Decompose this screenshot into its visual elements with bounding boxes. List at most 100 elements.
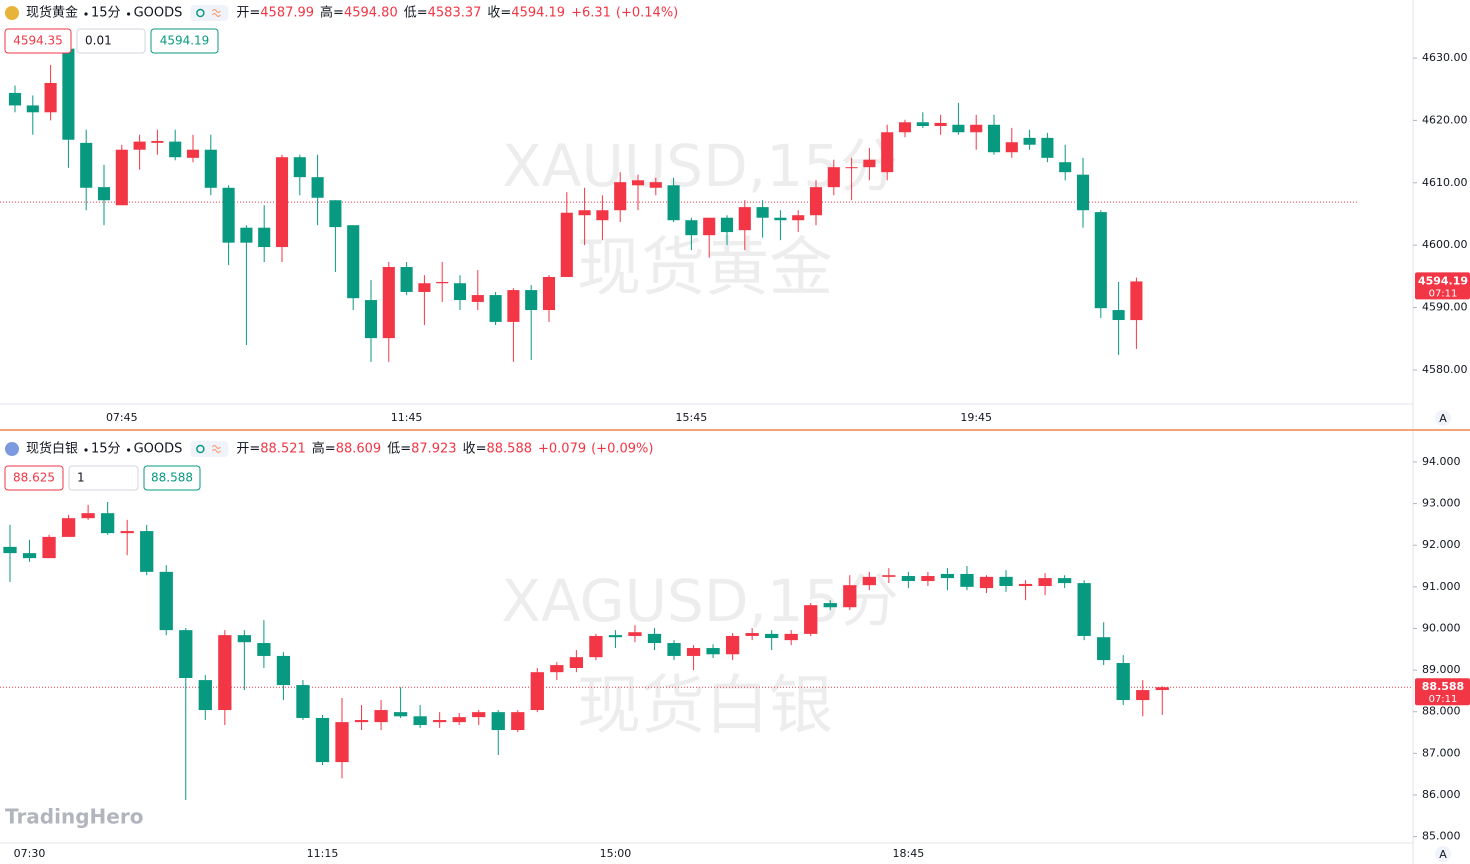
candle-body — [901, 576, 916, 582]
candle-body — [843, 585, 857, 608]
candle-body — [1005, 142, 1018, 153]
candle-body — [1059, 162, 1072, 173]
visibility-toggle[interactable] — [190, 5, 229, 21]
candle-body — [179, 630, 193, 679]
candle-body — [329, 200, 342, 228]
candle-body — [649, 182, 662, 188]
ohlc-value: 88.521 — [260, 442, 306, 457]
candle-body — [62, 48, 75, 140]
candle-body — [453, 283, 467, 301]
candle-body — [120, 531, 134, 534]
x-tick-label: 19:45 — [960, 411, 992, 424]
candle-body — [433, 720, 447, 723]
order-box[interactable] — [143, 465, 201, 491]
candle-body — [347, 225, 360, 299]
candle-body — [530, 672, 544, 711]
price-tag — [1415, 272, 1470, 300]
candle-body — [374, 710, 388, 723]
auto-scale-label: A — [1439, 412, 1447, 425]
candle-body — [26, 105, 39, 113]
candle-body — [823, 603, 837, 608]
order-box-value: 1 — [77, 471, 85, 485]
price-tag-value: 88.588 — [1422, 680, 1464, 693]
auto-scale-button[interactable] — [1435, 846, 1451, 862]
candle-body — [1023, 137, 1036, 145]
order-box[interactable] — [150, 28, 219, 54]
y-tick-label: 4580.00 — [1422, 363, 1468, 376]
candle-body — [315, 717, 330, 763]
ohlc-value: 4594.80 — [344, 6, 398, 21]
y-tick-label: 94.000 — [1422, 455, 1461, 468]
candle-body — [745, 633, 759, 636]
candle-body — [979, 576, 994, 589]
y-tick-label: 86.000 — [1422, 788, 1461, 801]
y-tick-label: 93.000 — [1422, 497, 1461, 510]
candle-body — [335, 722, 349, 763]
auto-scale-button[interactable] — [1435, 410, 1451, 426]
order-box-value: 88.625 — [13, 471, 55, 485]
candle-body — [765, 633, 779, 639]
order-box[interactable] — [4, 28, 72, 54]
order-box[interactable] — [76, 28, 146, 54]
candle-body — [952, 124, 965, 133]
candle-body — [42, 536, 56, 559]
y-tick-label: 4610.00 — [1422, 176, 1468, 189]
wave-icon — [211, 8, 221, 18]
logo: TradingHero — [5, 805, 143, 829]
candle-body — [970, 124, 983, 133]
price-tag-countdown: 07:11 — [1429, 288, 1458, 299]
change: +6.31 — [571, 6, 611, 21]
price-tag — [1415, 678, 1470, 706]
order-box-value: 0.01 — [85, 34, 112, 48]
candle-body — [218, 635, 232, 711]
interval: 15分 — [91, 442, 121, 457]
candle-body — [1094, 212, 1107, 309]
candle-body — [115, 149, 128, 206]
candle-body — [258, 227, 271, 248]
y-tick-label: 4620.00 — [1422, 113, 1468, 126]
candle-body — [916, 122, 929, 127]
order-box[interactable] — [4, 465, 64, 491]
candle-body — [311, 177, 324, 198]
change-percent: (+0.14%) — [616, 6, 678, 21]
candle-body — [560, 212, 573, 277]
candle-body — [436, 281, 449, 284]
candle-body — [222, 187, 235, 243]
ohlc-label: 开= — [236, 442, 260, 457]
eye-icon — [196, 8, 205, 18]
auto-scale-label: A — [1439, 848, 1447, 861]
y-tick-label: 87.000 — [1422, 746, 1461, 759]
candle-body — [542, 276, 556, 311]
candle-body — [1041, 137, 1054, 158]
candle-body — [471, 295, 484, 302]
x-tick-label: 15:00 — [600, 847, 632, 860]
candle-body — [418, 283, 431, 292]
candle-body — [804, 605, 818, 634]
candle-body — [1130, 281, 1143, 321]
candle-body — [940, 573, 955, 579]
candle-body — [809, 187, 823, 216]
candle-body — [489, 295, 502, 322]
candle-body — [101, 513, 115, 534]
candle-body — [393, 712, 408, 717]
candle-body — [792, 215, 805, 221]
candle-body — [204, 149, 217, 188]
candle-body — [667, 643, 681, 656]
candle-body — [685, 220, 698, 236]
candle-body — [364, 300, 378, 339]
candle-body — [550, 665, 564, 673]
candle-body — [491, 712, 505, 731]
watermark: 现货黄金 — [577, 232, 833, 306]
order-box[interactable] — [68, 465, 139, 491]
ohlc-value: 4587.99 — [260, 6, 314, 21]
candle-body — [614, 182, 627, 211]
candle-body — [22, 553, 37, 559]
ohlc-label: 开= — [236, 6, 260, 21]
eye-icon — [196, 444, 205, 454]
candle-body — [382, 267, 395, 339]
visibility-toggle[interactable] — [190, 441, 229, 457]
candle-body — [133, 141, 146, 150]
candle-body — [1057, 578, 1072, 584]
